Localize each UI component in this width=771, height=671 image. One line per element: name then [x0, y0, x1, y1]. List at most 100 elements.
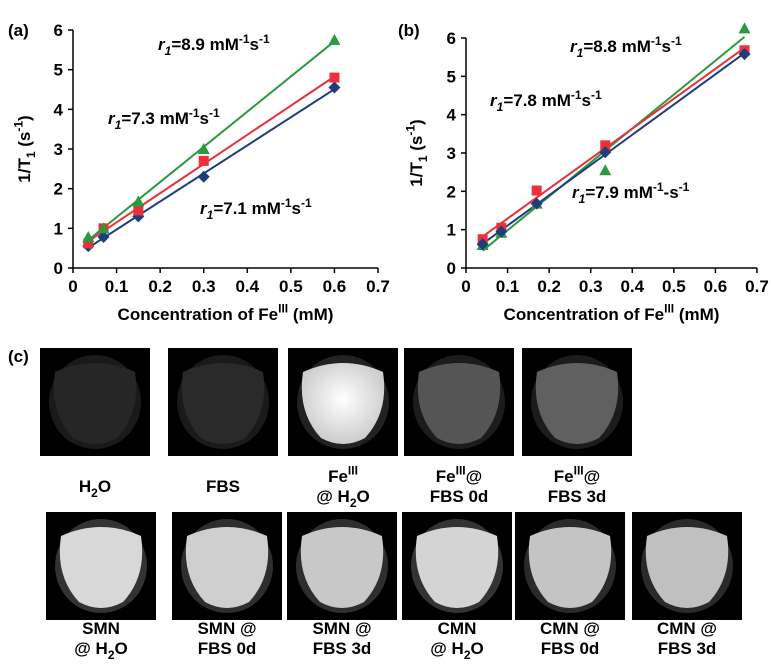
text-part: -1	[239, 32, 250, 46]
text-part: =8.9 mM	[171, 35, 239, 54]
y-tick-label: 1	[54, 219, 63, 238]
phantom	[53, 363, 137, 444]
text-part: (s	[407, 136, 426, 156]
phantom	[415, 527, 499, 608]
x-tick-label: 0.7	[745, 277, 769, 296]
data-point	[328, 81, 341, 94]
y-tick-label: 3	[447, 144, 456, 163]
data-point	[738, 22, 751, 34]
phantom	[528, 527, 612, 608]
text-part: -1	[653, 180, 664, 194]
x-tick-label: 0.4	[620, 277, 644, 296]
text-part: CMN @	[540, 619, 600, 638]
y-tick-label: 3	[54, 140, 63, 159]
text-part: )	[15, 115, 34, 121]
text-part: III	[664, 301, 674, 315]
text-part: -1	[571, 88, 582, 102]
text-part: 1	[115, 118, 122, 132]
panel-label: (b)	[398, 21, 420, 40]
text-part: 2	[350, 496, 357, 510]
data-point	[83, 238, 94, 249]
text-part: -1	[651, 34, 662, 48]
image-caption: CMN @	[540, 619, 600, 638]
text-part: -1	[671, 34, 682, 48]
annotation: r1=8.8 mM-1s-1	[570, 34, 682, 60]
text-part: -1	[679, 180, 690, 194]
text-part: III	[574, 463, 584, 477]
text-part: 1	[577, 46, 584, 60]
text-part: r	[490, 91, 498, 110]
fit-line	[87, 75, 335, 243]
image-caption: SMN @	[197, 619, 256, 638]
image-caption: FBS 0d	[430, 487, 489, 506]
text-part: Concentration of Fe	[504, 305, 665, 324]
image-caption: H2O	[79, 477, 111, 500]
text-part: =7.8 mM	[503, 91, 571, 110]
data-point	[329, 72, 340, 83]
phantom	[301, 363, 385, 444]
text-part: 1	[579, 192, 586, 206]
fit-line	[87, 88, 335, 249]
text-part: III	[348, 463, 358, 477]
text-part: 1	[497, 100, 504, 114]
y-tick-label: 1	[447, 221, 456, 240]
text-part: 1	[24, 151, 38, 158]
fit-line	[482, 52, 746, 245]
phantom	[185, 527, 269, 608]
image-caption: CMN @	[657, 619, 717, 638]
text-part: -1	[281, 196, 292, 210]
text-part: s	[662, 37, 671, 56]
y-tick-label: 2	[54, 180, 63, 199]
text-part: @	[584, 467, 601, 486]
text-part: -1	[209, 106, 220, 120]
x-tick-label: 0.6	[704, 277, 728, 296]
text-part: (s	[15, 132, 34, 152]
annotation: r1=7.3 mM-1s-1	[108, 106, 220, 132]
text-part: O	[98, 477, 111, 496]
y-axis-label: 1/T1 (s-1)	[403, 119, 430, 186]
text-part: -1	[301, 196, 312, 210]
text-part: s	[250, 35, 259, 54]
annotation: r1=7.8 mM-1s-1	[490, 88, 602, 114]
text-part: 2	[464, 648, 471, 662]
panel-label: (c)	[8, 347, 29, 366]
text-part: SMN @	[312, 619, 371, 638]
data-point	[599, 164, 612, 176]
text-part: Concentration of Fe	[118, 305, 279, 324]
data-point	[738, 48, 751, 61]
data-point	[599, 146, 612, 159]
text-part: =7.9 mM	[585, 183, 653, 202]
text-part: @ H	[430, 639, 464, 658]
image-caption: FBS 3d	[548, 487, 607, 506]
text-part: O	[357, 487, 370, 506]
image-caption: CMN	[438, 619, 477, 638]
phantom	[535, 363, 619, 444]
text-part: r	[570, 37, 578, 56]
text-part: =7.3 mM	[121, 109, 189, 128]
text-part: 2	[108, 648, 115, 662]
data-point	[531, 185, 542, 196]
text-part: -s	[664, 183, 679, 202]
image-caption: @ H2O	[316, 487, 370, 510]
text-part: O	[115, 639, 128, 658]
y-tick-label: 2	[447, 182, 456, 201]
text-part: 1	[165, 44, 172, 58]
y-tick-label: 0	[54, 259, 63, 278]
text-part: H	[79, 477, 91, 496]
text-part: CMN	[438, 619, 477, 638]
image-caption: FeIII@	[436, 463, 482, 486]
image-caption: FBS 0d	[198, 639, 257, 658]
y-tick-label: 0	[447, 259, 456, 278]
text-part: FBS 3d	[548, 487, 607, 506]
phantom	[181, 363, 265, 444]
text-part: s	[200, 109, 209, 128]
y-tick-label: 6	[54, 21, 63, 40]
data-point	[530, 197, 543, 210]
image-caption: FBS 3d	[313, 639, 372, 658]
text-part: s	[292, 199, 301, 218]
x-tick-label: 0.5	[279, 277, 303, 296]
annotation: r1=8.9 mM-1s-1	[158, 32, 270, 58]
data-point	[198, 155, 209, 166]
x-tick-label: 0.6	[323, 277, 347, 296]
text-part: FBS 0d	[430, 487, 489, 506]
